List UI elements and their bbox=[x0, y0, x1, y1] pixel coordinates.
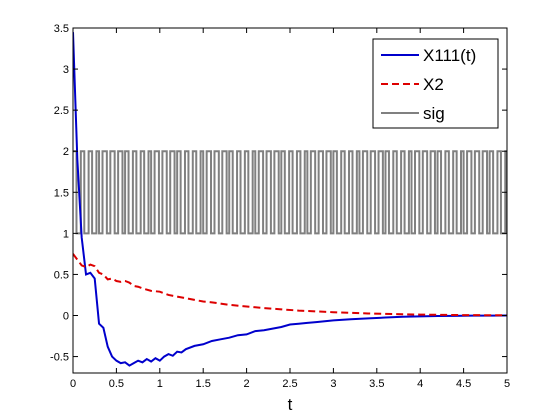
y-tick-label: 3.5 bbox=[54, 23, 69, 35]
x-tick-label: 3.5 bbox=[369, 378, 384, 390]
y-tick-label: 2 bbox=[63, 146, 69, 158]
legend-entry-label: sig bbox=[423, 104, 445, 123]
y-tick-label: 1 bbox=[63, 228, 69, 240]
series-line-x111-t bbox=[73, 32, 507, 367]
y-tick-label: 1.5 bbox=[54, 187, 69, 199]
x-tick-label: 4.5 bbox=[456, 378, 471, 390]
x-tick-label: 0.5 bbox=[109, 378, 124, 390]
x-axis-label: t bbox=[288, 395, 293, 414]
y-tick-label: 0 bbox=[63, 311, 69, 323]
x-tick-label: 0 bbox=[70, 378, 76, 390]
series-line-x2 bbox=[73, 253, 507, 317]
x-tick-label: 1.5 bbox=[196, 378, 211, 390]
plot-frame bbox=[72, 27, 508, 374]
legend-entry-label: X111(t) bbox=[423, 46, 476, 65]
legend-entry-label: X2 bbox=[423, 75, 444, 94]
y-tick-label: -0.5 bbox=[50, 352, 69, 364]
series-line-sig bbox=[73, 150, 507, 235]
x-tick-label: 1 bbox=[157, 378, 163, 390]
y-tick-label: 3 bbox=[63, 64, 69, 76]
x-tick-label: 5 bbox=[504, 378, 510, 390]
y-tick-label: 0.5 bbox=[54, 269, 69, 281]
x-tick-label: 2 bbox=[244, 378, 250, 390]
x-tick-label: 4 bbox=[417, 378, 423, 390]
x-tick-label: 2.5 bbox=[282, 378, 297, 390]
y-tick-label: 2.5 bbox=[54, 105, 69, 117]
x-tick-label: 3 bbox=[330, 378, 336, 390]
